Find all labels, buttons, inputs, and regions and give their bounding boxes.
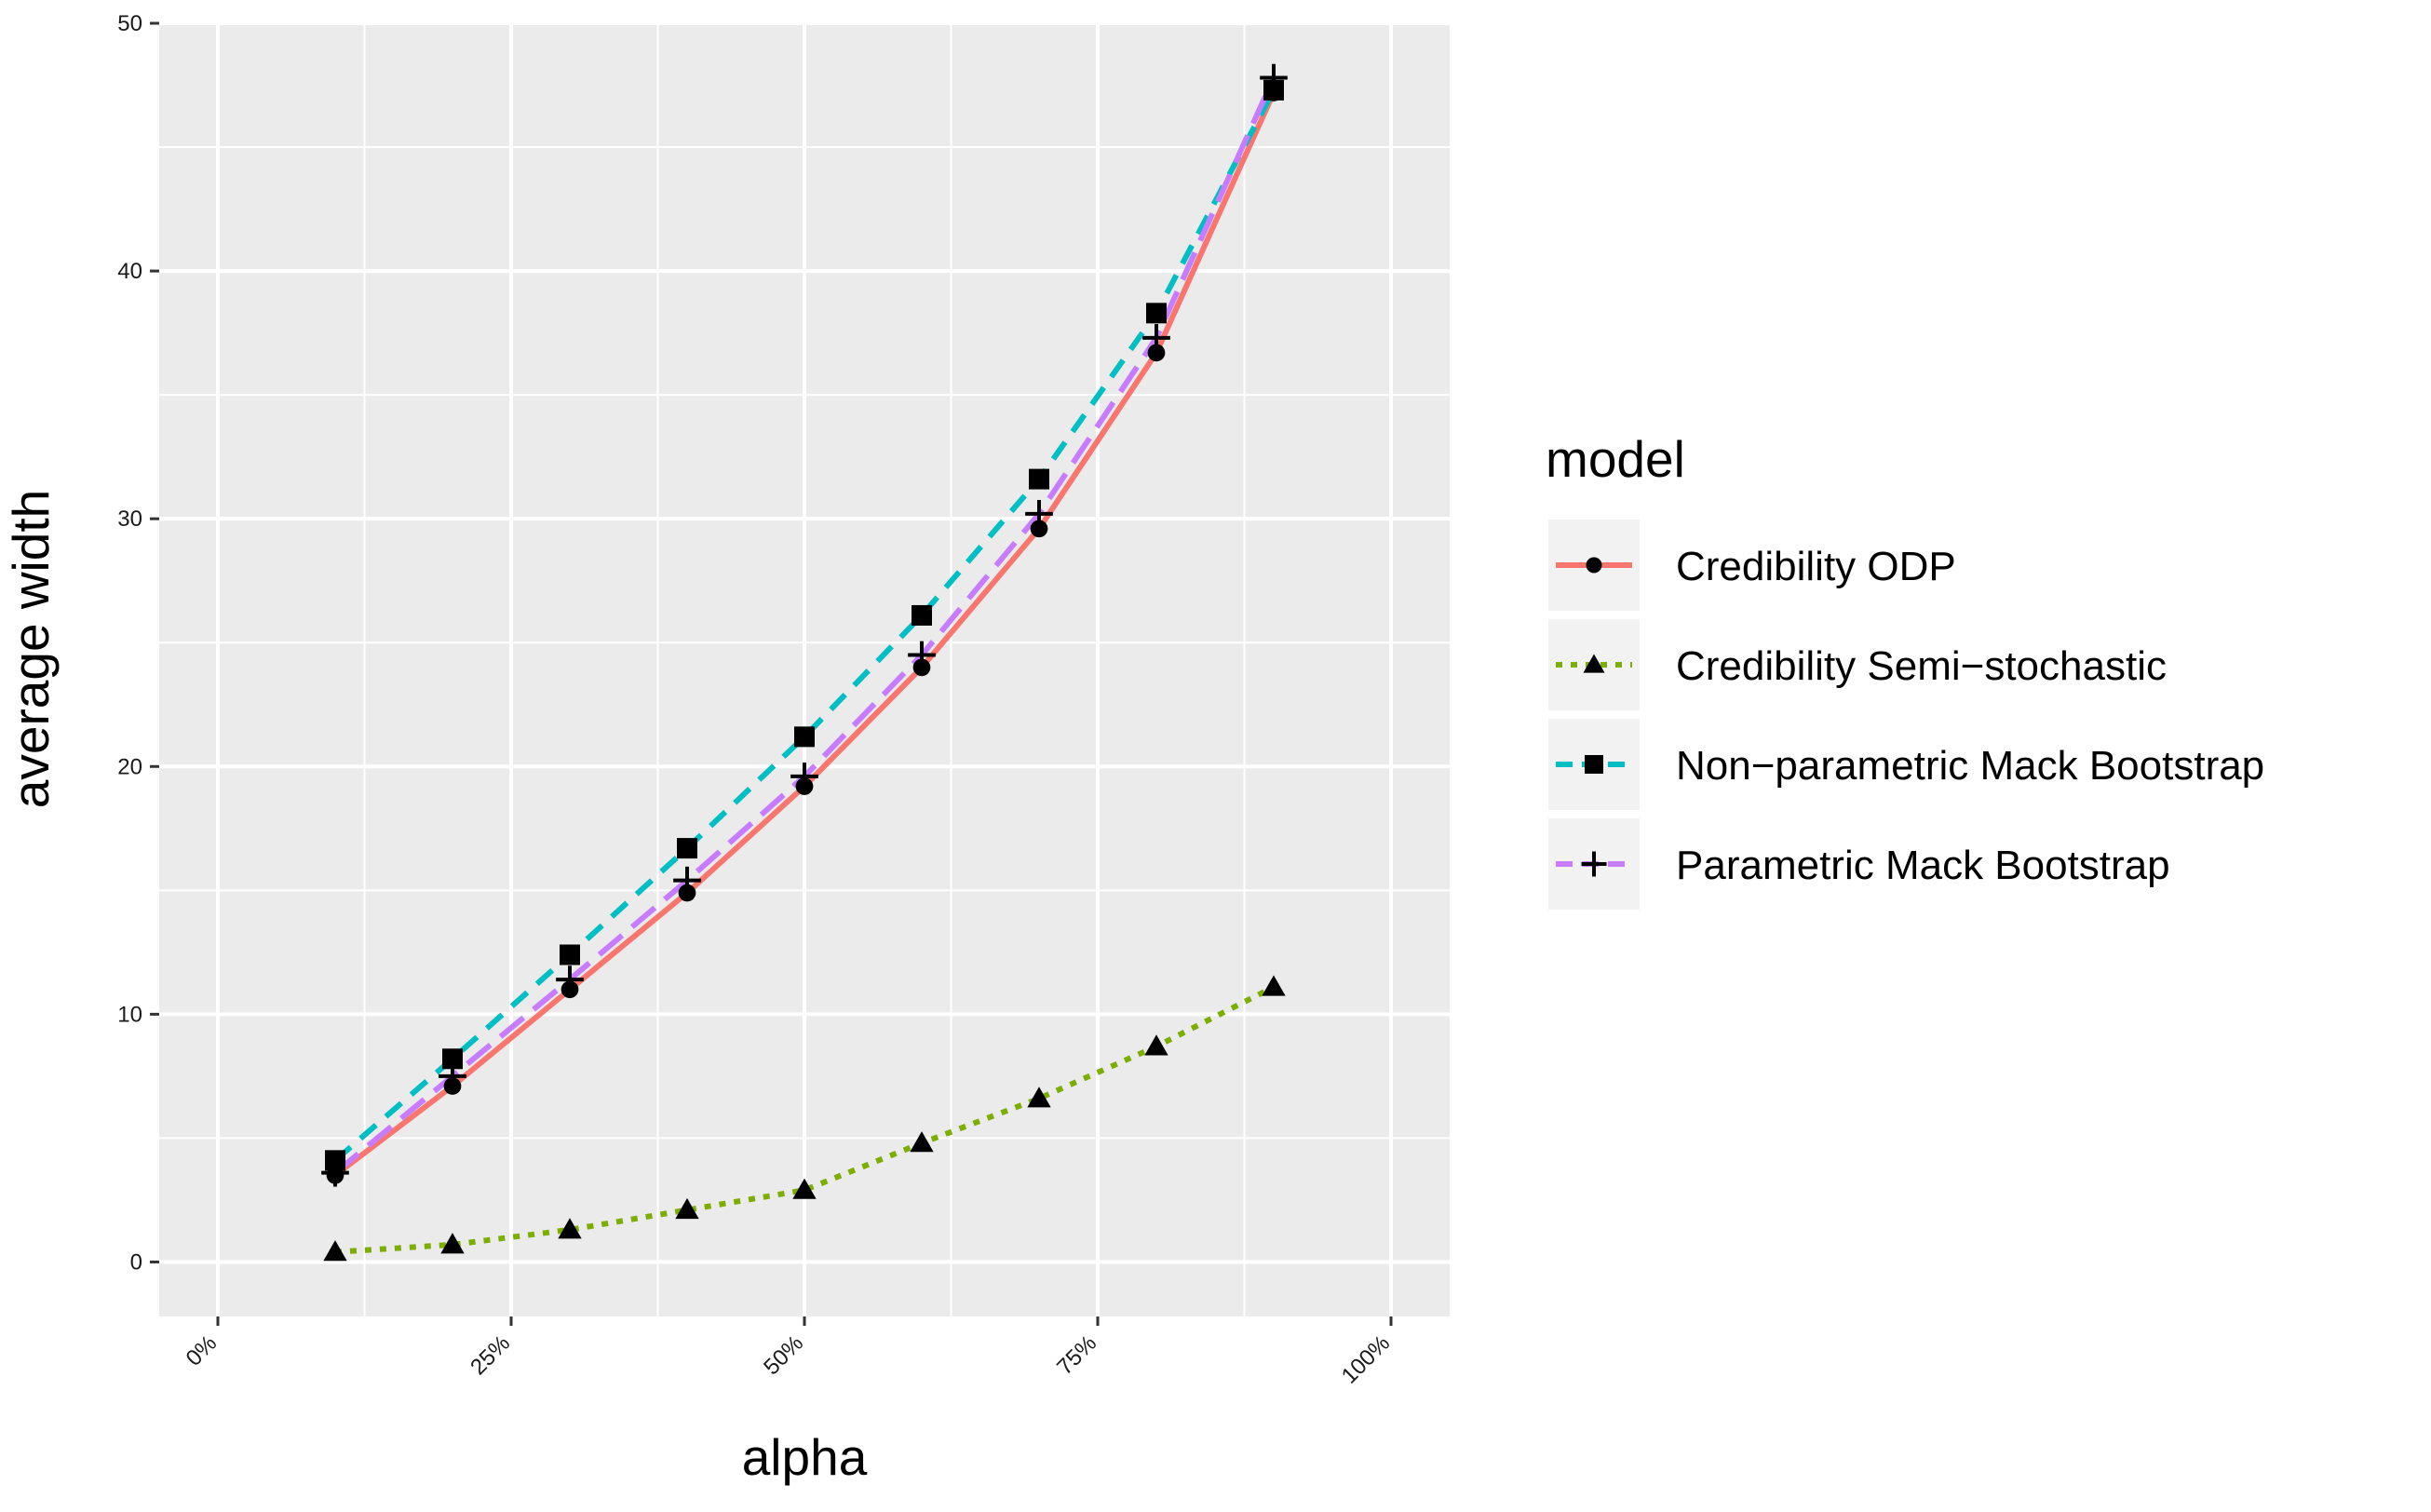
legend-key-marker [1581,851,1607,877]
y-tick-label: 50 [117,11,142,36]
series-2 [333,88,1276,1163]
y-axis-title: average width [2,490,60,808]
data-point [1142,324,1170,352]
data-point [560,944,580,965]
data-point [912,604,932,626]
data-point [910,1131,934,1153]
data-point [440,1233,465,1254]
legend-item-0: Credibility ODP [1548,520,1956,611]
legend-label: Parametric Mack Bootstrap [1676,843,2170,888]
legend-key-marker [1585,755,1603,774]
data-point [558,1218,582,1239]
data-point [1025,500,1053,528]
series-line-2 [333,88,1276,1163]
data-point [1146,303,1167,324]
legend-key-marker [1583,654,1605,673]
data-point [1260,63,1288,92]
legend-item-3: Parametric Mack Bootstrap [1548,818,2170,910]
data-point [321,1158,349,1187]
legend-item-1: Credibility Semi−stochastic [1548,619,2167,710]
data-point [792,1178,817,1199]
data-point [439,1062,466,1090]
y-tick-label: 0 [130,1249,142,1275]
y-tick-label: 20 [117,754,142,779]
series-points-1 [323,975,1286,1262]
legend-key-marker [1586,557,1602,574]
data-point [1029,468,1049,490]
legend-title: model [1546,430,1685,488]
data-point [794,726,815,748]
y-tick-label: 10 [117,1002,142,1027]
grid-lines [159,21,1450,1316]
data-point [556,965,584,993]
data-point [675,1197,699,1220]
data-point [673,866,701,895]
legend-label: Credibility Semi−stochastic [1676,643,2167,689]
y-tick-label: 30 [117,506,142,532]
data-point [1147,344,1166,362]
legend: model Credibility ODP Credibility Semi−st… [1546,430,2264,910]
legend-item-2: Non−parametric Mack Bootstrap [1548,719,2264,810]
data-point [1030,520,1048,538]
data-point [1027,1087,1051,1108]
data-point [442,1048,463,1070]
series-layer [321,63,1288,1262]
x-axis-title: alpha [742,1428,868,1486]
data-point [790,763,818,790]
data-point [677,838,697,859]
series-points-3 [321,63,1288,1187]
data-point [908,641,936,669]
y-tick-label: 40 [117,259,142,284]
legend-label: Non−parametric Mack Bootstrap [1676,743,2264,789]
data-point [1262,975,1286,996]
data-point [1144,1034,1168,1056]
legend-label: Credibility ODP [1676,544,1956,589]
data-point [323,1240,347,1262]
